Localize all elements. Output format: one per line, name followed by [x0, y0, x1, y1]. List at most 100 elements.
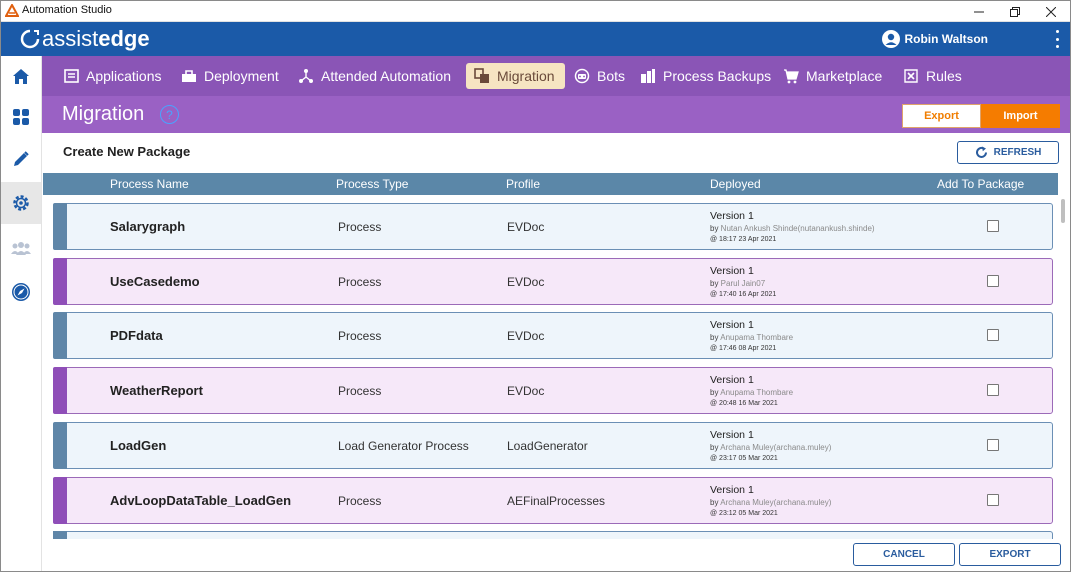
nav-item-bots[interactable]: Bots	[566, 63, 633, 89]
scrollbar-thumb[interactable]	[1061, 199, 1065, 223]
profile: EVDoc	[507, 329, 545, 343]
add-to-package-checkbox[interactable]	[987, 329, 999, 341]
deployed-by-prefix: by	[710, 388, 721, 397]
nav-item-process-backups[interactable]: Process Backups	[632, 63, 779, 89]
column-header-deployed[interactable]: Deployed	[710, 177, 761, 191]
row-accent-bar	[53, 312, 67, 359]
user-avatar-icon	[882, 30, 901, 48]
deployed-version: Version 1	[710, 265, 754, 277]
deployed-by-user: Parul Jain07	[720, 279, 766, 288]
process-type: Process	[338, 494, 382, 508]
sidebar-item-editor[interactable]	[1, 138, 41, 180]
column-header-process-name[interactable]: Process Name	[110, 177, 189, 191]
close-button[interactable]	[1034, 1, 1068, 22]
deployed-by-prefix: by	[710, 224, 721, 233]
table-row[interactable]: PDFdata Process EVDoc Version 1 by Anupa…	[53, 312, 1053, 359]
process-name: Salarygraph	[110, 219, 186, 234]
deployed-by: by Archana Muley(archana.muley)	[710, 498, 831, 507]
nav-item-deployment[interactable]: Deployment	[173, 63, 287, 89]
assistedge-logo[interactable]: assist edge	[19, 26, 150, 52]
gear-icon	[13, 195, 29, 211]
process-type: Process	[338, 220, 382, 234]
sidebar-item-explore[interactable]	[1, 271, 41, 313]
export-button[interactable]: EXPORT	[959, 543, 1061, 566]
nav-label: Bots	[597, 68, 626, 84]
window-title: Automation Studio	[22, 4, 112, 16]
process-name: LoadGen	[110, 438, 167, 453]
row-accent-bar	[53, 477, 67, 524]
restore-button[interactable]	[998, 1, 1032, 22]
column-header-add-to-package[interactable]: Add To Package	[937, 177, 1025, 191]
logo-text-assist: assist	[42, 26, 99, 51]
table-row[interactable]: LoadGen Load Generator Process LoadGener…	[53, 422, 1053, 469]
deployed-by-user: Anupama Thombare	[720, 388, 794, 397]
deployed-by: by Anupama Thombare	[710, 388, 793, 397]
attended-automation-icon	[299, 69, 313, 83]
nav-item-rules[interactable]: Rules	[895, 63, 970, 89]
logo-text-edge: edge	[98, 26, 150, 51]
export-tab[interactable]: Export	[902, 104, 981, 128]
sidebar	[1, 56, 42, 571]
column-header-profile[interactable]: Profile	[506, 177, 541, 191]
nav-item-migration[interactable]: Migration	[466, 63, 565, 89]
create-package-title: Create New Package	[63, 144, 191, 159]
deployed-by-prefix: by	[710, 279, 721, 288]
user-menu[interactable]: Robin Waltson	[882, 30, 988, 48]
add-to-package-checkbox[interactable]	[987, 384, 999, 396]
add-to-package-checkbox[interactable]	[987, 275, 999, 287]
row-accent-bar	[53, 422, 67, 469]
automation-studio-icon	[5, 4, 19, 17]
deployed-by-user: Archana Muley(archana.muley)	[720, 443, 832, 452]
refresh-button[interactable]: REFRESH	[957, 141, 1059, 164]
add-to-package-checkbox[interactable]	[987, 494, 999, 506]
footer: CANCEL EXPORT	[43, 539, 1069, 571]
table-row[interactable]: AdvLoopDataTable_LoadGen Process AEFinal…	[53, 477, 1053, 524]
nav-item-marketplace[interactable]: Marketplace	[775, 63, 890, 89]
sidebar-item-dashboard[interactable]	[1, 96, 41, 138]
import-tab[interactable]: Import	[981, 104, 1060, 128]
row-accent-bar	[53, 258, 67, 305]
migration-icon	[474, 68, 489, 83]
nav-label: Process Backups	[663, 68, 772, 84]
table-row-partial	[53, 531, 1053, 539]
table-row[interactable]: WeatherReport Process EVDoc Version 1 by…	[53, 367, 1053, 414]
sidebar-item-home[interactable]	[1, 56, 41, 98]
refresh-icon	[975, 146, 987, 158]
deployed-version: Version 1	[710, 319, 754, 331]
deployed-by: by Nutan Ankush Shinde(nutanankush.shind…	[710, 224, 875, 233]
deployed-by: by Parul Jain07	[710, 279, 765, 288]
restore-icon	[1010, 6, 1020, 17]
table-scrollbar[interactable]	[1059, 195, 1067, 535]
compass-icon	[12, 283, 30, 301]
sidebar-item-settings[interactable]	[1, 182, 41, 224]
home-icon	[13, 69, 29, 84]
deployed-at: @ 23:12 05 Mar 2021	[710, 510, 778, 517]
sidebar-item-users[interactable]	[1, 228, 41, 270]
rules-icon	[904, 69, 918, 83]
column-header-process-type[interactable]: Process Type	[336, 177, 409, 191]
process-type: Process	[338, 329, 382, 343]
nav-item-attended-automation[interactable]: Attended Automation	[290, 63, 459, 89]
profile: EVDoc	[507, 275, 545, 289]
process-name: UseCasedemo	[110, 274, 200, 289]
table-row[interactable]: Salarygraph Process EVDoc Version 1 by N…	[53, 203, 1053, 250]
deployment-icon	[182, 70, 196, 82]
nav-item-applications[interactable]: Applications	[56, 63, 170, 89]
minimize-button[interactable]	[962, 1, 996, 22]
cancel-button[interactable]: CANCEL	[853, 543, 955, 566]
more-options-icon[interactable]	[1054, 30, 1060, 48]
deployed-version: Version 1	[710, 429, 754, 441]
deployed-at: @ 20:48 16 Mar 2021	[710, 400, 778, 407]
add-to-package-checkbox[interactable]	[987, 439, 999, 451]
help-icon[interactable]: ?	[160, 105, 179, 124]
page-title: Migration	[62, 103, 145, 125]
table-header: Process Name Process Type Profile Deploy…	[43, 173, 1058, 195]
table-row[interactable]: UseCasedemo Process EVDoc Version 1 by P…	[53, 258, 1053, 305]
profile: EVDoc	[507, 384, 545, 398]
row-accent-bar	[53, 367, 67, 414]
profile: AEFinalProcesses	[507, 494, 606, 508]
dashboard-icon	[13, 109, 29, 125]
nav-label: Attended Automation	[321, 68, 451, 84]
users-icon	[11, 242, 31, 255]
add-to-package-checkbox[interactable]	[987, 220, 999, 232]
